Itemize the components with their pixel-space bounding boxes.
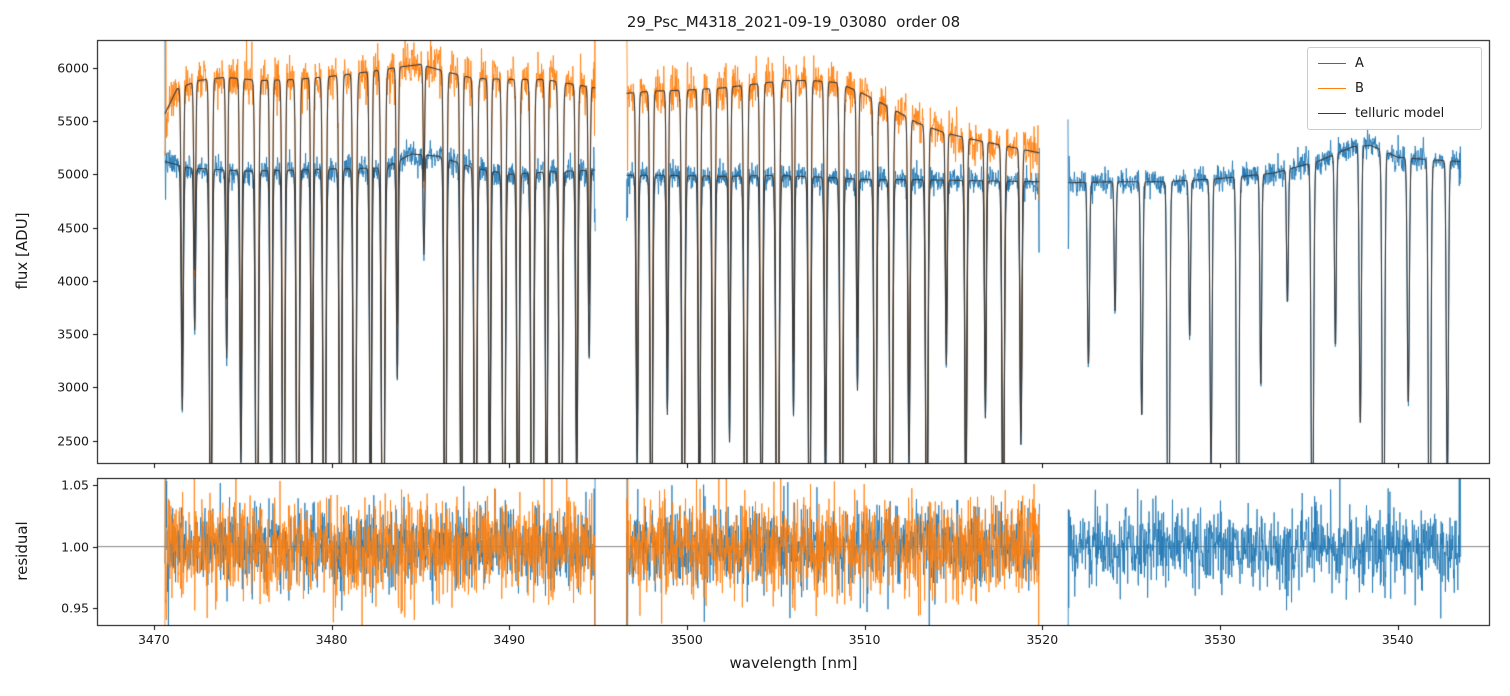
x-tick-label: 3490 [493, 632, 526, 647]
x-tick-label: 3510 [848, 632, 881, 647]
legend-entry-b: B [1318, 81, 1471, 96]
legend-entry-telluric: telluric model [1318, 106, 1471, 121]
chart-title: 29_Psc_M4318_2021-09-19_03080 order 08 [626, 13, 961, 31]
x-tick-label: 3540 [1381, 632, 1414, 647]
y-tick-label: 3000 [57, 379, 89, 395]
legend-line-b-icon [1318, 88, 1346, 89]
y-tick-label: 4000 [57, 273, 89, 289]
legend-entry-a: A [1318, 56, 1471, 71]
y-tick-label: 1.00 [61, 539, 89, 555]
x-tick-label: 3500 [670, 632, 703, 647]
legend-label-b: B [1355, 81, 1364, 96]
legend-label-telluric: telluric model [1355, 106, 1445, 121]
x-tick-label: 3480 [315, 632, 348, 647]
legend-label-a: A [1355, 56, 1364, 71]
y-tick-label: 6000 [57, 60, 89, 76]
bottom-ylabel: residual [13, 521, 31, 581]
y-tick-label: 5000 [57, 166, 89, 182]
xaxis-label: wavelength [nm] [729, 654, 858, 672]
y-tick-label: 2500 [57, 433, 89, 449]
y-tick-label: 3500 [57, 326, 89, 342]
y-tick-label: 5500 [57, 113, 89, 129]
y-tick-label: 1.05 [61, 477, 89, 493]
x-tick-label: 3470 [137, 632, 170, 647]
x-tick-label: 3520 [1026, 632, 1059, 647]
legend-line-telluric-icon [1318, 113, 1346, 114]
top-ylabel: flux [ADU] [13, 212, 31, 290]
legend: A B telluric model [1307, 47, 1482, 130]
y-tick-label: 0.95 [61, 600, 89, 616]
y-tick-label: 4500 [57, 220, 89, 236]
x-tick-label: 3530 [1204, 632, 1236, 647]
legend-line-a-icon [1318, 63, 1346, 64]
